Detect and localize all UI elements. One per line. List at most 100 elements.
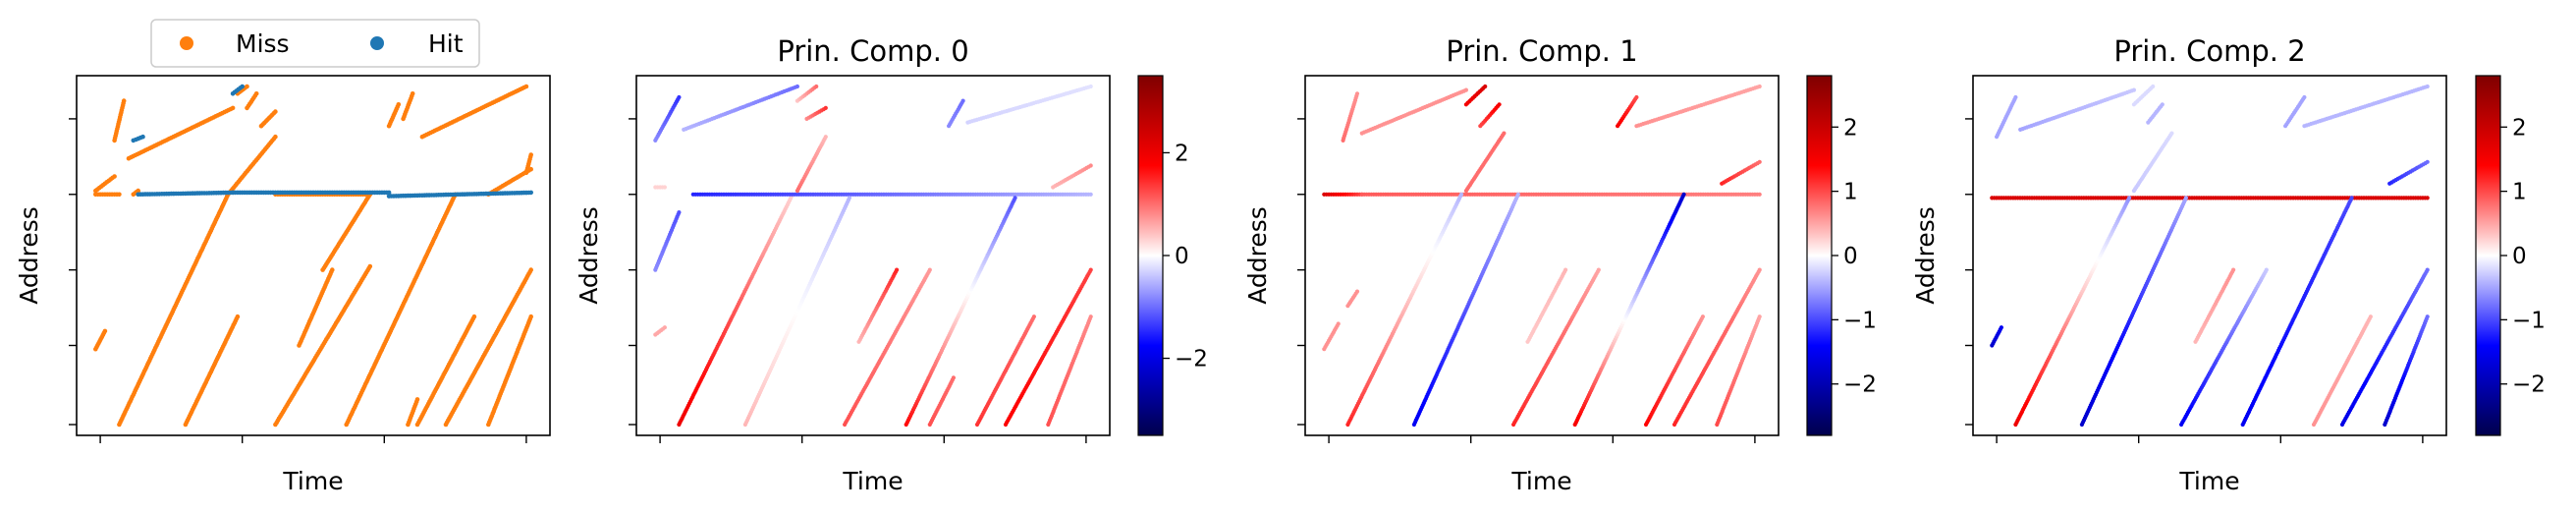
data-point (1563, 267, 1568, 272)
colorbar-2: −2 −1 0 1 2 (1806, 75, 1877, 436)
plot-frame-0 (76, 75, 551, 436)
data-point (386, 190, 392, 196)
colorbar-tick-label: 2 (2512, 115, 2527, 141)
chart-panel-3: Prin. Comp. 2 Time Address −2 −1 0 1 2 (1911, 34, 2546, 495)
series-0-segment-22 (419, 84, 529, 140)
data-point (1497, 102, 1502, 107)
series-0-segment-5 (258, 109, 278, 129)
series-0-segment-9 (2193, 267, 2236, 344)
legend-hit-label: Hit (428, 29, 464, 58)
data-point (367, 263, 373, 269)
series-0-segment-11 (2311, 314, 2373, 428)
data-point (273, 109, 278, 114)
data-point (1088, 314, 1093, 319)
series-0-segment-2 (126, 105, 236, 161)
data-point (1088, 192, 1093, 197)
data-point (1757, 314, 1762, 319)
y-axis-label-2: Address (1243, 206, 1272, 305)
series-0-segment-6 (2013, 196, 2132, 428)
x-axis-label-0: Time (282, 467, 343, 495)
series-0-segment-11 (273, 263, 373, 428)
colorbar-tick-label: −1 (1843, 308, 1877, 333)
series-0-segment-17 (1720, 159, 1762, 186)
colorbar-gradient-3 (2475, 75, 2501, 436)
series-0-segment-12 (904, 196, 1017, 428)
series-0-segment-16 (1634, 84, 1762, 129)
series-0-segment-4 (1322, 192, 1364, 197)
series-0-segment-2 (2131, 84, 2156, 107)
colorbar-tick-label: 0 (1843, 244, 1858, 269)
data-point (1483, 84, 1488, 89)
data-point (2151, 84, 2156, 89)
data-point (2302, 94, 2307, 100)
colorbar-tick-label: −2 (1175, 347, 1208, 372)
colorbar-tick-label: −1 (2512, 308, 2546, 333)
series-0-segment-14 (974, 314, 1036, 428)
series-0-segment-1 (112, 98, 127, 143)
series-0-segment-25 (406, 397, 420, 428)
data-point (2349, 196, 2354, 200)
data-point (471, 314, 477, 319)
series-0-segment-7 (677, 192, 795, 428)
data-point (677, 94, 682, 100)
data-point (253, 91, 259, 96)
data-point (795, 84, 800, 89)
series-0-segment-5 (1990, 325, 2003, 348)
series-1-segment-2 (386, 190, 533, 199)
data-point (1354, 91, 1360, 96)
series-0-segment-16 (1046, 314, 1093, 428)
data-point (102, 328, 108, 334)
data-point (121, 98, 127, 103)
chart-panel-1: Prin. Comp. 0 Time Address −2 0 2 (575, 34, 1208, 495)
series-0-segment-10 (843, 267, 932, 428)
data-point (662, 185, 668, 190)
series-0-segment-9 (1511, 267, 1601, 428)
legend: Miss Hit (150, 19, 480, 68)
series-0-segment-3 (1478, 102, 1502, 129)
colorbar-ticks-1: −2 0 2 (1163, 141, 1208, 372)
data-point (2425, 84, 2430, 89)
data-point (1515, 192, 1520, 197)
data-point (136, 188, 140, 194)
series-0-segment-10 (183, 314, 241, 428)
series-0-segment-9 (742, 196, 852, 428)
legend-miss-marker (180, 36, 193, 50)
series-0-segment-20 (386, 102, 402, 129)
legend-miss-label: Miss (236, 29, 290, 58)
colorbar-tick-label: 0 (1175, 244, 1189, 269)
data-point (847, 196, 852, 200)
data-point (2013, 94, 2018, 100)
data-point (2131, 87, 2136, 92)
series-0-segment-1 (682, 84, 800, 132)
colorbar-tick-label: −2 (2512, 372, 2546, 398)
data-point (927, 267, 932, 272)
series-0-segment-10 (1525, 267, 1568, 344)
data-point (2160, 102, 2165, 107)
data-point (2425, 314, 2430, 319)
series-0-segment-19 (1345, 289, 1360, 309)
data-point (330, 267, 335, 272)
series-0-segment-15 (93, 192, 122, 198)
data-point (528, 152, 533, 157)
series-0-segment-16 (344, 192, 458, 428)
colorbar-tick-label: 0 (2512, 244, 2527, 269)
data-point (1757, 267, 1762, 272)
colorbar-tick-label: 1 (2512, 180, 2527, 205)
data-point (1999, 325, 2003, 330)
series-0-segment-16 (2387, 159, 2430, 186)
colorbar-ticks-3: −2 −1 0 1 2 (2500, 115, 2546, 398)
plot-frame-2 (1304, 75, 1780, 436)
series-0-segment-14 (1715, 314, 1762, 428)
ticks-0 (69, 118, 527, 443)
chart-title-1: Prin. Comp. 0 (777, 34, 968, 68)
data-point (1634, 94, 1639, 100)
ticks-2 (1297, 118, 1756, 443)
series-0-segment-17 (947, 98, 965, 129)
data-point (117, 192, 122, 198)
colorbar-3: −2 −1 0 1 2 (2475, 75, 2546, 436)
series-0-segment-6 (653, 325, 668, 337)
series-0-segment-7 (93, 328, 108, 352)
colorbar-1: −2 0 2 (1137, 75, 1208, 436)
series-0-segment-2 (795, 84, 819, 103)
marks-2 (1322, 84, 1762, 428)
